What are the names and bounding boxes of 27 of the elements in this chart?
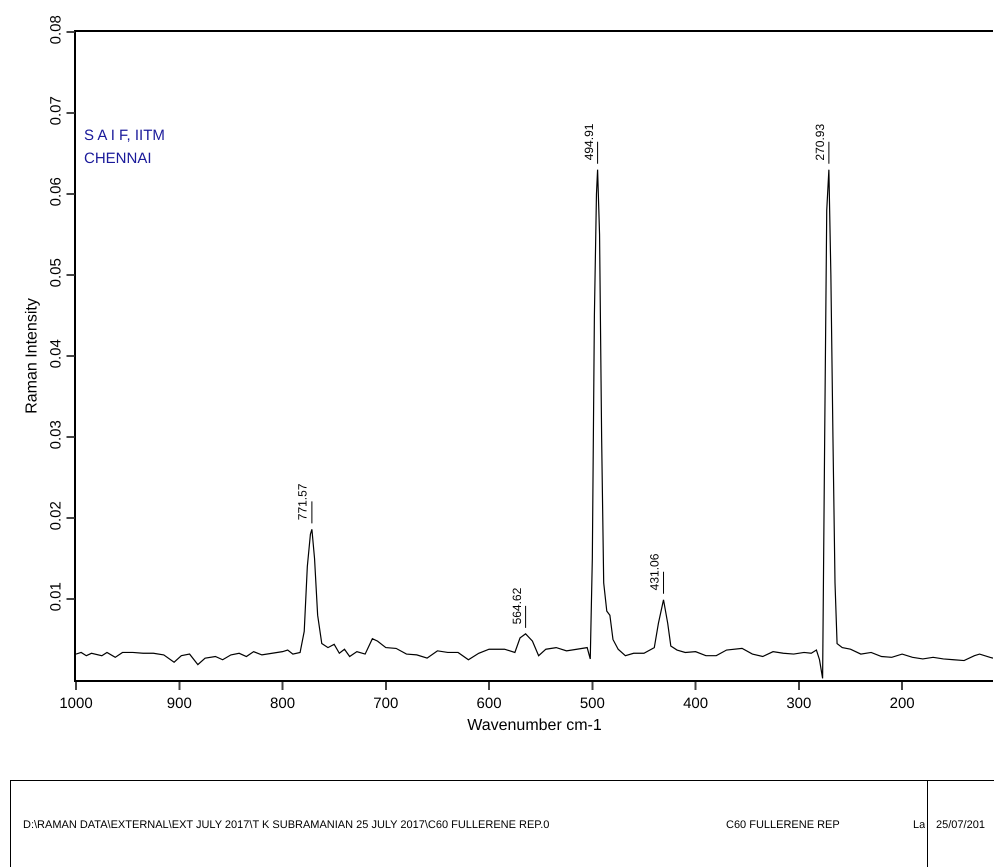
x-tick-label: 800 (270, 694, 296, 712)
y-tick-label: 0.06 (47, 177, 64, 206)
y-axis-title: Raman Intensity (24, 298, 41, 414)
y-tick-label: 0.05 (47, 258, 64, 288)
annotation: 494.91 (582, 123, 596, 160)
footer-box: D:\RAMAN DATA\EXTERNAL\EXT JULY 2017\T K SUBRAMANIAN 25 JULY 2017\C60 FULLERENE REP.0 C60 FULLERENE REP La 25/07/201 (10, 780, 994, 867)
annotation: 270.93 (813, 124, 828, 161)
annotation: 431.06 (648, 553, 662, 590)
y-tick-label: 0.04 (47, 339, 64, 368)
annotation: CHENNAI (84, 150, 152, 167)
y-tick-label: 0.02 (47, 501, 64, 530)
annotation: 564.62 (510, 587, 524, 624)
x-tick-label: 600 (476, 694, 502, 712)
x-axis-title: Wavenumber cm-1 (467, 716, 602, 734)
x-tick-label: 400 (683, 694, 708, 712)
x-tick-label: 200 (890, 694, 915, 712)
y-tick-label: 0.07 (47, 96, 64, 126)
x-tick-label: 300 (786, 694, 812, 712)
annotation: 771.57 (296, 483, 310, 520)
x-tick-label: 900 (166, 694, 192, 712)
x-tick-label: 1000 (59, 694, 93, 712)
x-tick-label: 700 (373, 694, 398, 712)
y-tick-label: 0.08 (47, 15, 64, 44)
y-tick-label: 0.01 (47, 582, 64, 612)
x-tick-label: 500 (580, 694, 605, 712)
annotation: S A I F, IITM (84, 127, 165, 144)
y-tick-label: 0.03 (47, 420, 64, 450)
